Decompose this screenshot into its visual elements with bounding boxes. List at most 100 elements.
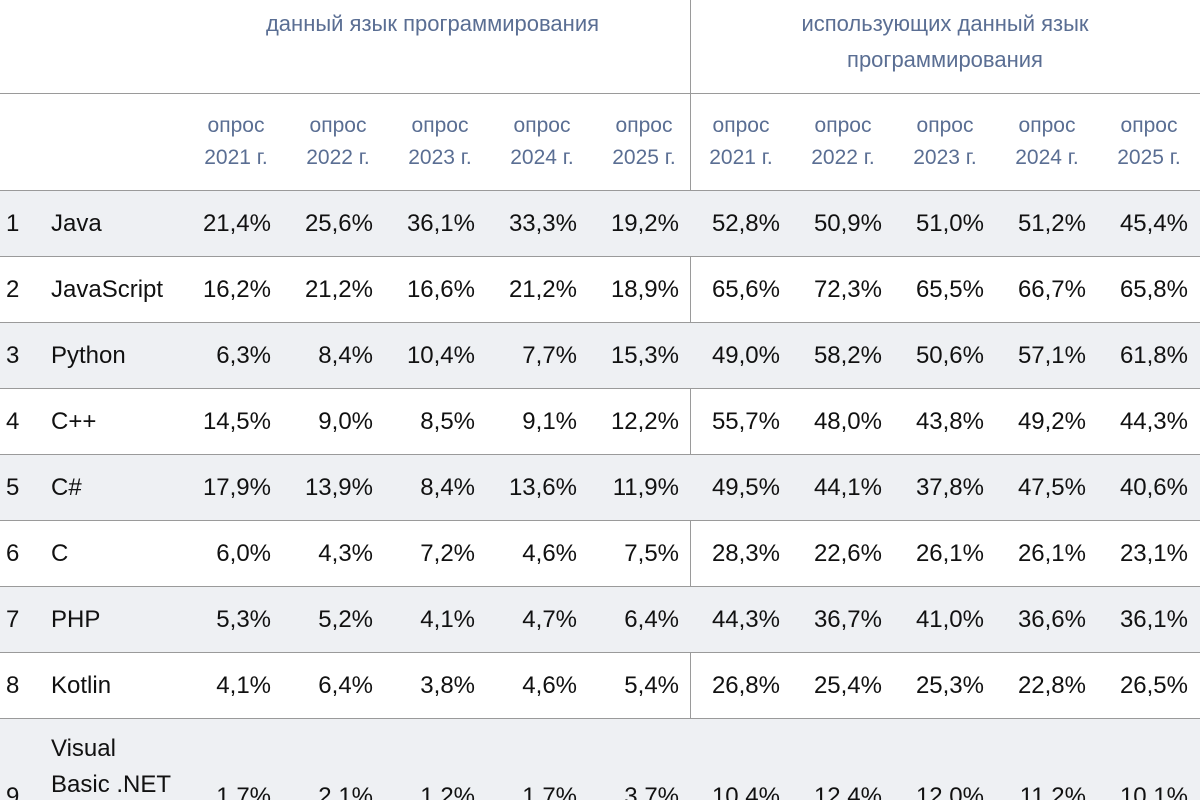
value-cell: 66,7%: [1017, 275, 1086, 303]
row-background: [0, 191, 1200, 256]
rank-cell: 3: [6, 341, 20, 369]
value-cell: 26,8%: [711, 671, 780, 699]
value-cell: 4,7%: [522, 605, 577, 633]
language-cell: Java: [51, 209, 102, 237]
value-cell: 11,9%: [612, 473, 679, 501]
row-background: [0, 719, 1200, 800]
value-cell: 9,1%: [522, 407, 577, 435]
column-header: опрос 2022 г.: [811, 114, 875, 169]
value-cell: 5,4%: [624, 671, 679, 699]
value-cell: 49,2%: [1017, 407, 1086, 435]
value-cell: 44,3%: [1119, 407, 1188, 435]
header-rule: [0, 93, 1200, 94]
value-cell: 26,1%: [1017, 539, 1086, 567]
value-cell: 57,1%: [1017, 341, 1086, 369]
row-background: [0, 455, 1200, 520]
row-background: [0, 323, 1200, 388]
value-cell: 16,6%: [406, 275, 475, 303]
value-cell: 7,2%: [420, 539, 475, 567]
row-rule: [0, 322, 1200, 323]
value-cell: 6,4%: [318, 671, 373, 699]
value-cell: 36,1%: [406, 209, 475, 237]
value-cell: 65,5%: [915, 275, 984, 303]
language-cell: JavaScript: [51, 275, 164, 303]
value-cell: 36,7%: [813, 605, 882, 633]
rank-cell: 8: [6, 671, 20, 699]
value-cell: 4,3%: [318, 539, 373, 567]
language-cell: C: [51, 539, 69, 567]
value-cell: 21,2%: [304, 275, 373, 303]
language-cell: PHP: [51, 605, 101, 633]
value-cell: 21,2%: [508, 275, 577, 303]
value-cell: 41,0%: [915, 605, 984, 633]
language-cell: C#: [51, 473, 82, 501]
value-cell: 36,1%: [1119, 605, 1188, 633]
value-cell: 28,3%: [711, 539, 780, 567]
column-header: опрос 2025 г.: [1117, 114, 1181, 169]
value-cell: 8,4%: [318, 341, 373, 369]
value-cell: 55,7%: [711, 407, 780, 435]
group-divider: [690, 0, 691, 800]
rank-cell: 2: [6, 275, 20, 303]
value-cell: 4,1%: [420, 605, 475, 633]
value-cell: 50,9%: [813, 209, 882, 237]
value-cell: 51,2%: [1017, 209, 1086, 237]
row-rule: [0, 454, 1200, 455]
rank-cell: 4: [6, 407, 20, 435]
value-cell: 10,1%: [1119, 783, 1188, 800]
value-cell: 8,4%: [420, 473, 475, 501]
value-cell: 51,0%: [915, 209, 984, 237]
value-cell: 26,1%: [915, 539, 984, 567]
value-cell: 72,3%: [813, 275, 882, 303]
column-header: опрос 2025 г.: [612, 114, 676, 169]
value-cell: 13,6%: [508, 473, 577, 501]
value-cell: 58,2%: [813, 341, 882, 369]
row-rule: [0, 652, 1200, 653]
right-group-header: использующих данный язык программировани…: [801, 11, 1089, 72]
value-cell: 18,9%: [610, 275, 679, 303]
row-rule: [0, 586, 1200, 587]
value-cell: 40,6%: [1119, 473, 1188, 501]
header-rule: [0, 190, 1200, 191]
value-cell: 17,9%: [202, 473, 271, 501]
value-cell: 4,1%: [216, 671, 271, 699]
value-cell: 45,4%: [1119, 209, 1188, 237]
value-cell: 15,3%: [610, 341, 679, 369]
column-header: опрос 2023 г.: [913, 114, 977, 169]
row-rule: [0, 256, 1200, 257]
value-cell: 33,3%: [508, 209, 577, 237]
value-cell: 6,4%: [624, 605, 679, 633]
value-cell: 43,8%: [915, 407, 984, 435]
value-cell: 12,0%: [915, 783, 984, 800]
value-cell: 23,1%: [1119, 539, 1188, 567]
value-cell: 22,6%: [813, 539, 882, 567]
value-cell: 3,8%: [420, 671, 475, 699]
row-rule: [0, 520, 1200, 521]
value-cell: 5,3%: [216, 605, 271, 633]
value-cell: 4,6%: [522, 671, 577, 699]
rank-cell: 6: [6, 539, 20, 567]
value-cell: 2,1%: [318, 783, 373, 800]
value-cell: 36,6%: [1017, 605, 1086, 633]
column-header: опрос 2024 г.: [1015, 114, 1079, 169]
value-cell: 25,6%: [304, 209, 373, 237]
value-cell: 10,4%: [711, 783, 780, 800]
value-cell: 1,2%: [420, 783, 475, 800]
value-cell: 9,0%: [318, 407, 373, 435]
column-header: опрос 2021 г.: [709, 114, 773, 169]
value-cell: 26,5%: [1119, 671, 1188, 699]
rank-cell: 1: [6, 209, 20, 237]
value-cell: 21,4%: [202, 209, 271, 237]
column-header: опрос 2021 г.: [204, 114, 268, 169]
value-cell: 44,1%: [813, 473, 882, 501]
value-cell: 25,4%: [813, 671, 882, 699]
value-cell: 7,7%: [522, 341, 577, 369]
value-cell: 47,5%: [1017, 473, 1086, 501]
value-cell: 52,8%: [711, 209, 780, 237]
value-cell: 12,4%: [813, 783, 882, 800]
value-cell: 6,0%: [216, 539, 271, 567]
value-cell: 44,3%: [711, 605, 780, 633]
value-cell: 49,0%: [711, 341, 780, 369]
value-cell: 16,2%: [202, 275, 271, 303]
